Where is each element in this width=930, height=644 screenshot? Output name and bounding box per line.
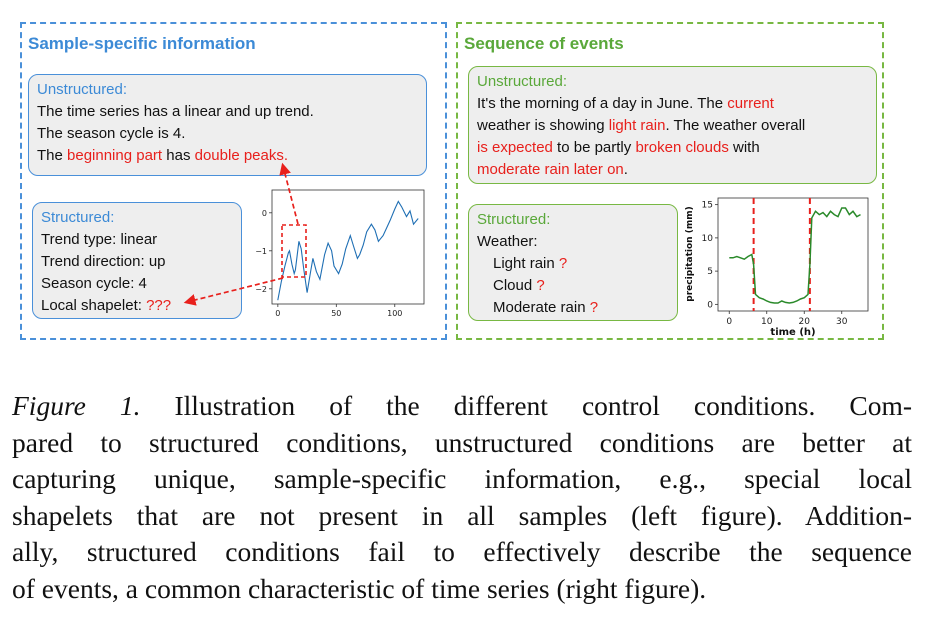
left-y-tick-label: −2 — [255, 285, 267, 294]
local-shapelet-label: Local shapelet: — [41, 297, 147, 314]
left-x-tick-label: 100 — [387, 309, 402, 318]
caption-line-1-text: Illustration of the different control co… — [140, 390, 913, 421]
right-unstructured-line4: moderate rain later on. — [477, 159, 868, 181]
caption-line-2: pared to structured conditions, unstruct… — [12, 426, 912, 458]
right-plot-x-ticks: 0 10 20 30 — [726, 311, 848, 327]
right-plot-y-ticks: 15 10 5 0 — [702, 201, 718, 310]
trend-type: Trend type: linear — [41, 231, 158, 248]
r-l3-text-b: with — [728, 139, 760, 156]
weather-item-mark: ? — [536, 277, 545, 294]
highlight-beginning-part: beginning part — [67, 147, 163, 164]
left-panel-title: Sample-specific information — [28, 34, 256, 53]
left-time-series-plot: 0 −1 −2 0 50 100 — [255, 189, 425, 318]
right-structured-label: Structured: — [477, 211, 551, 228]
line3-text-a: The — [37, 147, 68, 164]
weather-item-mark: ? — [558, 255, 568, 272]
shapelet-highlight-box — [281, 224, 307, 278]
figure-label: Figure 1. — [12, 390, 141, 421]
caption-line-4: shapelets that are not present in all sa… — [12, 499, 912, 531]
right-plot-event-lines — [752, 198, 811, 311]
weather-item-label: Light rain — [493, 255, 559, 272]
left-plot-x-ticks: 0 50 100 — [275, 304, 402, 318]
local-shapelet-value: ??? — [146, 297, 172, 314]
right-panel-title: Sequence of events — [464, 34, 624, 53]
right-y-tick-label: 10 — [702, 234, 714, 244]
highlight-moderate-rain: moderate rain later on — [477, 161, 624, 178]
right-plot-frame — [717, 197, 869, 312]
left-unstructured-line1: The time series has a linear and up tren… — [37, 103, 314, 120]
figure-caption: Figure 1. Illustration of the different … — [12, 388, 912, 607]
line3-text-b: has — [162, 147, 195, 164]
season-cycle: Season cycle: 4 — [41, 275, 147, 292]
right-plot-ylabel: precipitation (mm) — [685, 206, 695, 301]
right-unstructured-label: Unstructured: — [477, 73, 568, 90]
r-l3-text-a: to be partly — [552, 139, 636, 156]
right-y-tick-label: 0 — [707, 300, 713, 310]
left-plot-y-ticks: 0 −1 −2 — [255, 209, 272, 294]
r-l2-text-b: . The weather overall — [665, 117, 806, 134]
left-unstructured-label: Unstructured: — [37, 81, 128, 98]
trend-direction: Trend direction: up — [41, 253, 166, 270]
r-l2-text-a: weather is showing — [477, 117, 609, 134]
caption-line-5: ally, structured conditions fail to effe… — [12, 536, 912, 567]
left-y-tick-label: −1 — [255, 247, 267, 256]
left-plot-frame — [271, 189, 425, 305]
left-panel: Sample-specific information Unstructured… — [20, 22, 447, 340]
highlight-is-expected: is expected — [477, 139, 553, 156]
highlight-light-rain: light rain — [608, 117, 666, 134]
right-unstructured-line3: is expected to be partly broken clouds w… — [477, 137, 868, 159]
right-structured-box: Structured: Weather: Light rain ? Cloud … — [468, 204, 678, 321]
local-shapelet: Local shapelet: ??? — [41, 295, 233, 317]
weather-item-light-rain: Light rain ? — [477, 253, 669, 275]
right-unstructured-line1: It's the morning of a day in June. The c… — [477, 93, 868, 115]
highlight-broken-clouds: broken clouds — [635, 139, 729, 156]
highlight-current: current — [727, 95, 774, 112]
right-precipitation-plot: 15 10 5 0 0 10 20 30 precipitation (mm) time (… — [685, 197, 869, 338]
right-x-tick-label: 20 — [799, 317, 811, 327]
highlight-double-peaks: double peaks. — [194, 147, 289, 164]
caption-line-3: capturing unique, sample-specific inform… — [12, 463, 912, 494]
weather-heading: Weather: — [477, 233, 538, 250]
left-x-tick-label: 50 — [331, 309, 341, 318]
caption-line-1: Figure 1. Illustration of the different … — [12, 388, 912, 425]
right-x-tick-label: 10 — [761, 317, 773, 327]
left-structured-label: Structured: — [41, 209, 115, 226]
right-y-tick-label: 15 — [702, 201, 713, 211]
left-unstructured-box: Unstructured: The time series has a line… — [28, 74, 427, 176]
right-x-tick-label: 0 — [726, 317, 732, 327]
right-series-line — [729, 207, 861, 304]
left-unstructured-line3: The beginning part has double peaks. — [37, 145, 418, 167]
left-arrows-overlay — [183, 162, 299, 306]
arrow-to-double-peaks — [279, 162, 299, 225]
left-series-line — [277, 200, 419, 301]
left-structured-box: Structured: Trend type: linear Trend dir… — [32, 202, 242, 319]
right-x-tick-label: 30 — [836, 317, 848, 327]
r-l1-text: It's the morning of a day in June. The — [477, 95, 728, 112]
left-y-tick-label: 0 — [262, 209, 267, 218]
weather-item-moderate-rain: Moderate rain ? — [477, 297, 669, 319]
left-unstructured-line2: The season cycle is 4. — [37, 125, 186, 142]
weather-item-label: Cloud — [493, 277, 537, 294]
right-panel: Sequence of events Unstructured: It's th… — [456, 22, 884, 340]
right-y-tick-label: 5 — [707, 267, 713, 277]
weather-item-cloud: Cloud ? — [477, 275, 669, 297]
arrow-to-local-shapelet — [183, 277, 284, 306]
caption-line-6: of events, a common characteristic of ti… — [12, 572, 707, 604]
weather-item-label: Moderate rain — [493, 299, 590, 316]
right-plot-xlabel: time (h) — [770, 327, 815, 338]
left-x-tick-label: 0 — [275, 309, 280, 318]
r-l4-text-b: . — [623, 161, 628, 178]
weather-item-mark: ? — [589, 299, 599, 316]
right-unstructured-line2: weather is showing light rain. The weath… — [477, 115, 868, 137]
right-unstructured-box: Unstructured: It's the morning of a day … — [468, 66, 877, 184]
